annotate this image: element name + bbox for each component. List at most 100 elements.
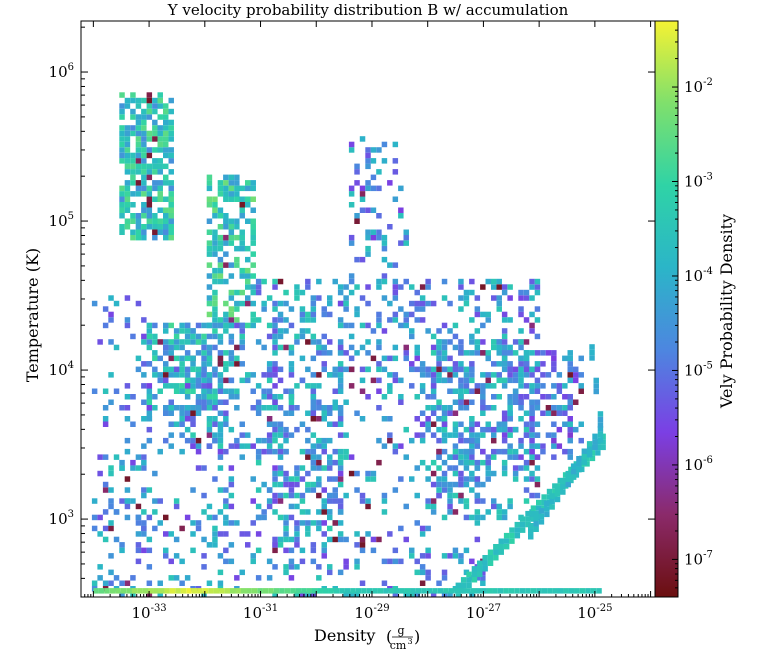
heatmap-cell (228, 520, 235, 526)
heatmap-cell (212, 317, 218, 323)
heatmap-cell (294, 295, 300, 301)
heatmap-cell (452, 553, 459, 559)
heatmap-cell (217, 437, 224, 444)
heatmap-cell (135, 366, 142, 373)
heatmap-cell (558, 588, 564, 594)
heatmap-cell (436, 372, 442, 378)
heatmap-cell (173, 328, 180, 334)
heatmap-cell (217, 350, 224, 356)
heatmap-cell (332, 520, 338, 526)
heatmap-cell (491, 437, 497, 444)
heatmap-cell (392, 196, 399, 202)
heatmap-cell (239, 229, 245, 235)
heatmap-cell (212, 416, 218, 422)
heatmap-cell (146, 147, 153, 153)
heatmap-cell (458, 432, 464, 438)
heatmap-cell (91, 514, 98, 521)
heatmap-cell (212, 399, 218, 405)
heatmap-cell (536, 505, 542, 511)
heatmap-cell (294, 470, 300, 477)
heatmap-cell (512, 448, 519, 455)
heatmap-cell (556, 426, 563, 433)
heatmap-cell (597, 437, 604, 443)
heatmap-cell (567, 366, 573, 373)
heatmap-cell (141, 459, 147, 466)
heatmap-cell (523, 355, 530, 362)
heatmap-cell (141, 125, 147, 131)
heatmap-cell (458, 383, 464, 389)
heatmap-cell (277, 377, 284, 384)
heatmap-cell (578, 421, 584, 427)
heatmap-cell (469, 333, 475, 340)
heatmap-cell (529, 416, 535, 422)
heatmap-cell (163, 130, 169, 137)
heatmap-cell (266, 322, 273, 329)
heatmap-cell (376, 459, 382, 466)
heatmap-cell (310, 311, 317, 318)
heatmap-cell (485, 426, 491, 433)
heatmap-cell (567, 448, 573, 455)
heatmap-cell (370, 476, 377, 482)
heatmap-cell (294, 289, 300, 296)
heatmap-cell (387, 180, 393, 186)
heatmap-cell (496, 278, 502, 285)
heatmap-cell (163, 437, 169, 444)
heatmap-cell (152, 355, 158, 362)
heatmap-cell (452, 399, 459, 405)
heatmap-cell (234, 361, 240, 367)
heatmap-cell (163, 322, 169, 329)
heatmap-cell (217, 377, 224, 384)
heatmap-cell (452, 481, 459, 488)
heatmap-cell (493, 555, 499, 561)
heatmap-cell (157, 114, 163, 120)
heatmap-cell (217, 333, 224, 340)
heatmap-cell (146, 339, 153, 345)
heatmap-cell (381, 498, 388, 504)
heatmap-cell (560, 478, 566, 484)
heatmap-cell (146, 580, 153, 586)
heatmap-cell (217, 207, 224, 213)
heatmap-cell (228, 218, 235, 224)
heatmap-cell (146, 410, 153, 416)
heatmap-cell (239, 339, 245, 345)
heatmap-cell (261, 372, 267, 378)
heatmap-cell (507, 350, 513, 356)
heatmap-cell (228, 234, 235, 241)
heatmap-cell (130, 591, 136, 597)
heatmap-cell (507, 372, 513, 378)
heatmap-cell (519, 527, 526, 533)
heatmap-cell (512, 399, 519, 405)
heatmap-cell (102, 405, 109, 411)
heatmap-cell (530, 505, 537, 511)
heatmap-cell (294, 333, 300, 340)
heatmap-cell (359, 388, 366, 394)
heatmap-cell (228, 191, 235, 197)
heatmap-cell (508, 588, 515, 594)
heatmap-cell (452, 344, 459, 351)
heatmap-cell (124, 196, 131, 202)
heatmap-cell (348, 202, 355, 208)
heatmap-cell (365, 207, 371, 213)
heatmap-cell (359, 416, 366, 422)
heatmap-cell (512, 476, 519, 482)
heatmap-cell (223, 520, 229, 526)
heatmap-cell (496, 284, 502, 290)
y-axis-label: Temperature (K) (23, 248, 42, 382)
heatmap-cell (573, 366, 579, 373)
heatmap-cell (316, 459, 322, 466)
heatmap-cell (239, 333, 245, 340)
heatmap-cell (168, 350, 174, 356)
heatmap-cell (337, 421, 344, 427)
heatmap-cell (337, 520, 344, 526)
heatmap-cell (430, 459, 437, 466)
heatmap-cell (184, 575, 191, 581)
heatmap-cell (534, 333, 541, 340)
heatmap-cell (425, 278, 431, 285)
heatmap-cell (403, 240, 409, 246)
heatmap-cell (228, 322, 235, 329)
heatmap-cell (316, 295, 322, 301)
heatmap-cell (206, 284, 213, 290)
heatmap-cell (202, 588, 209, 594)
heatmap-cell (430, 410, 437, 416)
heatmap-cell (463, 399, 470, 405)
